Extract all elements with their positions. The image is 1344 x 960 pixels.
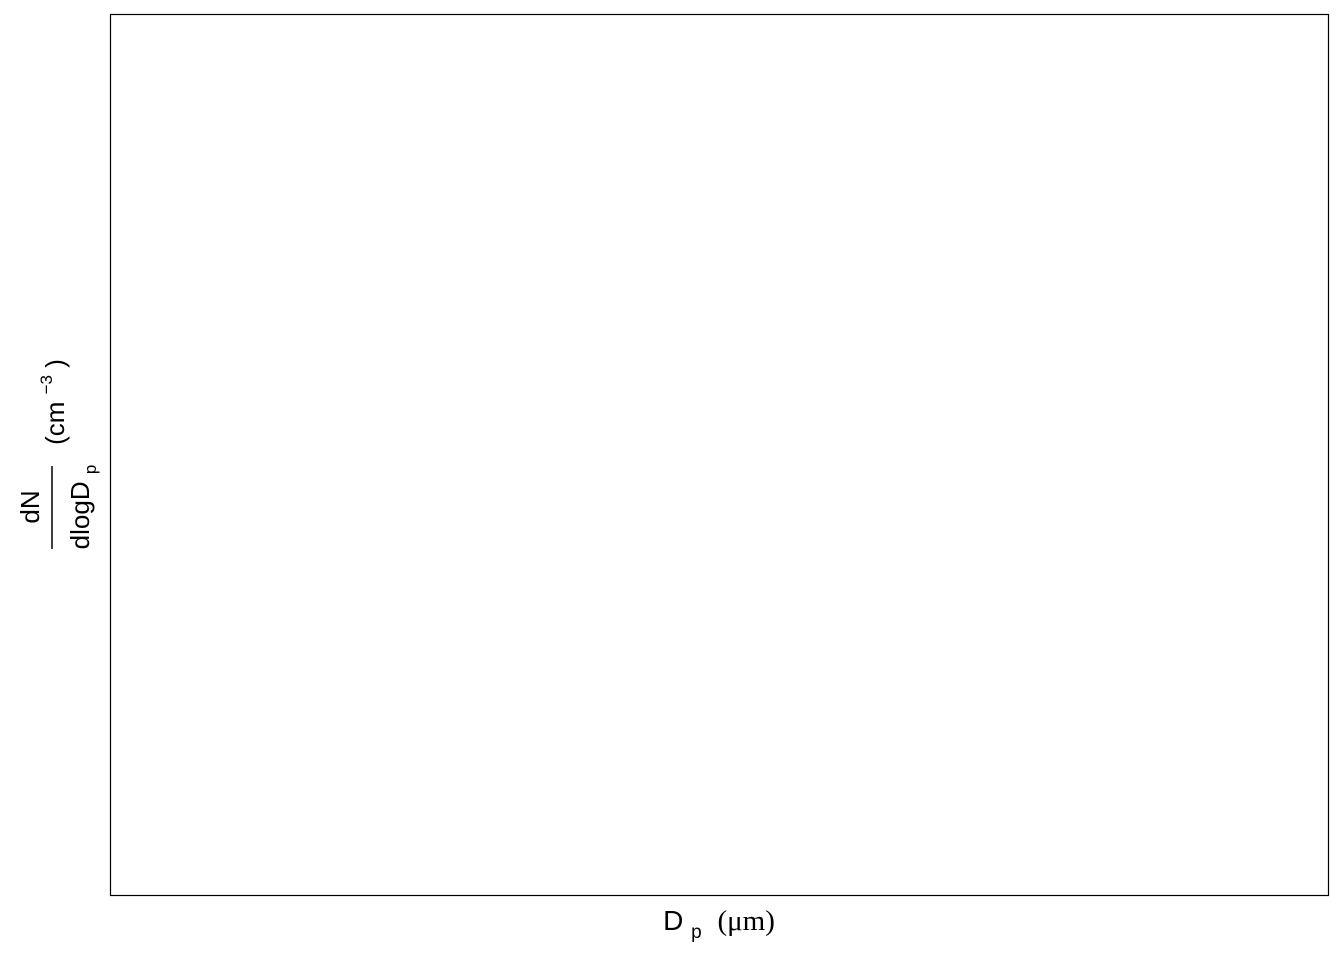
y-axis-label-unit-exponent: −3 — [37, 375, 56, 394]
y-axis-label-unit: (cm −3 ) — [28, 359, 70, 445]
x-axis-label-unit: (μm) — [717, 905, 774, 937]
y-axis-label-denominator-subscript: p — [81, 465, 100, 474]
y-axis-label-denominator: dlogD p — [65, 465, 100, 550]
y-axis-label-unit-suffix: ) — [40, 359, 70, 368]
y-axis-label: dN dlogD p (cm −3 ) — [15, 359, 100, 549]
plot-panel — [109, 13, 1330, 897]
x-axis-label: D p (μm) — [663, 905, 775, 944]
x-axis-label-subscript: p — [691, 922, 702, 943]
x-axis-label-main: D — [663, 905, 683, 936]
y-axis-label-unit-prefix: (cm — [40, 402, 70, 445]
y-axis-label-denominator-main: dlogD — [65, 481, 95, 549]
y-axis-label-numerator: dN — [15, 490, 45, 523]
